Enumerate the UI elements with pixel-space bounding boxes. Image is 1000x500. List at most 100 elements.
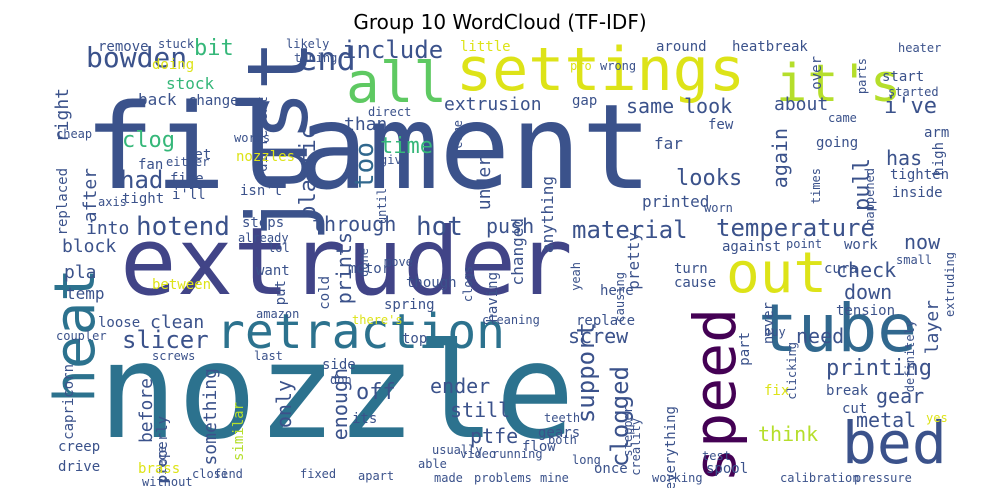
word-temp: temp bbox=[66, 284, 105, 303]
word-top: top bbox=[402, 331, 428, 347]
word-works: works bbox=[234, 131, 271, 145]
word-either: either bbox=[166, 155, 210, 169]
word-pressure: pressure bbox=[854, 471, 912, 485]
word-here: here bbox=[600, 283, 634, 299]
word-arm: arm bbox=[924, 125, 950, 141]
word-looks: looks bbox=[676, 166, 743, 191]
word-clog: clog bbox=[122, 128, 175, 153]
word-slicer: slicer bbox=[122, 326, 209, 354]
word-between: between bbox=[152, 277, 212, 293]
word-fix: fix bbox=[764, 383, 790, 399]
word-few: few bbox=[708, 117, 734, 133]
word-done: done bbox=[357, 248, 371, 277]
word-had: had bbox=[120, 166, 164, 194]
word-ptfe: ptfe bbox=[470, 424, 519, 448]
word-remove: remove bbox=[98, 39, 149, 55]
word-through: through bbox=[312, 212, 397, 236]
word-pla: pla bbox=[64, 262, 97, 283]
word-tension: tension bbox=[836, 303, 896, 319]
word-little: little bbox=[460, 39, 511, 55]
word-work: work bbox=[844, 237, 878, 253]
word-cheap: cheap bbox=[56, 127, 93, 141]
word-mine: mine bbox=[540, 471, 569, 485]
word-tube: tube bbox=[758, 290, 917, 367]
word-pretty: pretty bbox=[624, 232, 643, 290]
word-working: working bbox=[652, 471, 703, 485]
word-there-s: there's bbox=[352, 313, 403, 327]
word-already: already bbox=[238, 231, 289, 245]
word-lol: lol bbox=[268, 241, 290, 255]
word-it-s: it's bbox=[776, 54, 902, 114]
word-small: small bbox=[896, 253, 933, 267]
word-now: now bbox=[904, 230, 941, 254]
word-metal: metal bbox=[856, 408, 917, 432]
word-look: look bbox=[684, 94, 733, 118]
word-far: far bbox=[654, 134, 683, 153]
word-i-ll: i'll bbox=[172, 187, 206, 203]
word-though: though bbox=[406, 275, 457, 291]
word-extruder: extruder bbox=[120, 208, 573, 317]
word-video: video bbox=[460, 447, 497, 461]
word-down: down bbox=[844, 280, 893, 304]
word-steps: steps bbox=[242, 215, 285, 231]
word-pro: pro bbox=[570, 59, 592, 73]
word-gap: gap bbox=[572, 93, 598, 109]
word-around: around bbox=[656, 39, 707, 55]
word-ender: ender bbox=[430, 374, 491, 398]
word-problems: problems bbox=[474, 471, 532, 485]
word-same: same bbox=[626, 94, 675, 118]
word-come: come bbox=[451, 120, 465, 149]
word-cleaning: cleaning bbox=[482, 313, 540, 327]
word-still: still bbox=[450, 398, 511, 422]
word-drive: drive bbox=[58, 459, 101, 475]
word-before: before bbox=[136, 378, 157, 444]
word-came: came bbox=[828, 111, 857, 125]
word-fan: fan bbox=[138, 157, 164, 173]
word-test: test bbox=[702, 449, 731, 463]
word-printing: printing bbox=[826, 356, 932, 381]
word-nozzle: nozzle bbox=[98, 315, 575, 469]
word-once: once bbox=[594, 461, 628, 477]
word-gear: gear bbox=[876, 384, 925, 408]
word-all: all bbox=[346, 51, 448, 116]
word-material: material bbox=[572, 216, 688, 244]
word-plastic: plastic bbox=[296, 126, 321, 219]
word-stuck: stuck bbox=[158, 38, 195, 51]
word-both: both bbox=[548, 433, 577, 447]
chart-title: Group 10 WordCloud (TF-IDF) bbox=[353, 10, 647, 34]
word-gears: gears bbox=[538, 425, 581, 441]
word-until: until bbox=[375, 188, 389, 225]
word-close: close bbox=[192, 467, 229, 481]
word-point: point bbox=[786, 237, 823, 251]
word-tighten: tighten bbox=[890, 167, 950, 183]
word-calibration: calibration bbox=[780, 471, 860, 485]
word-tight: tight bbox=[122, 191, 165, 207]
word-retraction: retraction bbox=[216, 304, 505, 360]
word-want: want bbox=[256, 263, 290, 279]
word-inside: inside bbox=[892, 185, 943, 201]
word-without: without bbox=[142, 475, 193, 488]
word-amazon: amazon bbox=[256, 307, 300, 321]
word-its: its bbox=[352, 411, 378, 427]
word-than: than bbox=[344, 114, 388, 135]
word-nozzles: nozzles bbox=[236, 149, 296, 165]
word-last: last bbox=[254, 349, 283, 363]
word-direct: direct bbox=[368, 105, 412, 119]
word-find: find bbox=[214, 467, 243, 481]
word-part: part bbox=[737, 332, 753, 366]
word-screw: screw bbox=[568, 324, 629, 348]
word-screws: screws bbox=[152, 349, 196, 363]
word-doing: doing bbox=[152, 57, 195, 73]
word-hot: hot bbox=[416, 212, 463, 242]
word-flow: flow bbox=[522, 439, 556, 455]
word-heatbreak: heatbreak bbox=[732, 39, 808, 55]
word-don: don bbox=[330, 373, 352, 387]
word-has: has bbox=[886, 146, 923, 170]
word-wrong: wrong bbox=[600, 59, 637, 73]
word-usually: usually bbox=[432, 443, 483, 457]
word-hotend: hotend bbox=[136, 212, 230, 242]
word-only: only bbox=[272, 380, 296, 429]
word-extrusion: extrusion bbox=[444, 94, 542, 115]
word-something: something bbox=[200, 368, 221, 466]
word-cold: cold bbox=[317, 276, 333, 310]
